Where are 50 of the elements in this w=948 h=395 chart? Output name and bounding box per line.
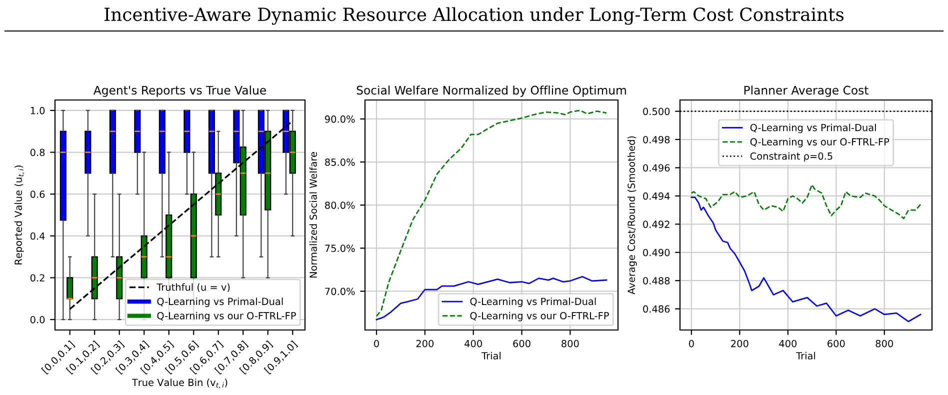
x-tick-label: 600 [828,340,845,348]
x-tick-label: 0 [374,340,379,348]
y-tick-label: 75.0% [325,244,355,252]
x-tick-label: 400 [779,340,797,348]
x-tick-label: 400 [464,340,482,348]
line-series [376,276,608,320]
line-series [690,184,922,220]
legend-label: Q-Learning vs Primal-Dual [157,298,283,307]
y-tick-label: 0.498 [643,136,670,144]
y-tick-label: 85.0% [325,158,355,166]
legend-label: Q-Learning vs our O-FTRL-FP [750,138,890,148]
legend-label: Truthful (u = v) [156,283,230,292]
y-tick-label: 70.0% [325,288,355,296]
x-tick-label: 600 [513,340,530,348]
x-tick-label: 200 [731,340,748,348]
legend-label: Q-Learning vs Primal-Dual [750,124,876,134]
chart-title: Social Welfare Normalized by Offline Optimum [356,86,626,97]
x-tick-label: 200 [416,340,434,348]
y-axis-title: Normalized Social Welfare [309,152,317,278]
legend-label: Q-Learning vs our O-FTRL-FP [157,312,296,322]
legend-label: Q-Learning vs Primal-Dual [470,298,596,307]
y-tick-label: 1.0 [30,106,45,114]
x-axis-title: Trial [796,352,816,360]
line-series [690,196,922,322]
y-tick-label: 90.0% [325,115,355,123]
y-tick-label: 80.0% [325,202,355,209]
y-tick-label: 0.494 [643,192,670,200]
y-tick-label: 0.486 [643,305,670,313]
x-tick-label: 0 [689,340,694,348]
x-axis-title: Trial [482,352,501,360]
text: Incentive-Aware Dynamic Resource Allocation under Long-Term Cost Constraints [104,7,844,25]
y-tick-label: 0.8 [30,148,45,156]
y-axis-title: Reported Value (u$_{t,i}$) [14,166,24,264]
y-axis-title: Average Cost/Round (Smoothed) [627,136,637,294]
y-tick-label: 0.6 [30,190,45,198]
y-tick-label: 0.4 [30,232,45,240]
y-tick-label: 0.0 [30,316,45,324]
x-tick-label: 800 [562,340,579,348]
x-tick-label: 800 [876,340,894,348]
legend-label: Q-Learning vs our O-FTRL-FP [470,312,609,322]
y-tick-label: 0.490 [643,248,670,256]
y-tick-label: 0.2 [30,274,44,282]
y-tick-label: 0.488 [643,277,670,284]
x-axis-title: True Value Bin (v$_{t,i}$) [132,378,228,388]
legend-label: Constraint ρ=0.5 [750,152,832,162]
chart-title: Planner Average Cost [744,86,868,97]
y-tick-label: 0.492 [643,220,670,228]
y-tick-label: 0.496 [643,164,670,172]
chart-title: Agent's Reports vs True Value [93,86,266,97]
y-tick-label: 0.500 [643,108,670,116]
